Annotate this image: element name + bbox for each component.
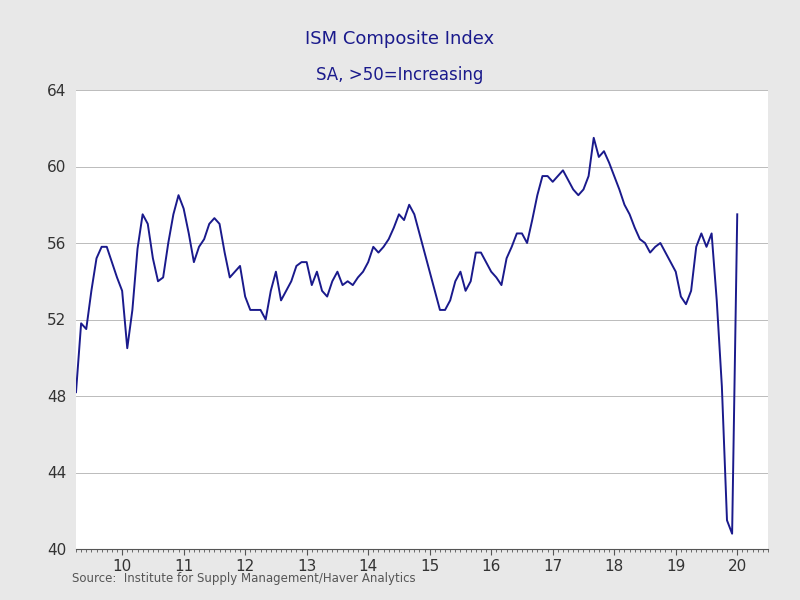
Text: Source:  Institute for Supply Management/Haver Analytics: Source: Institute for Supply Management/… [72, 572, 416, 585]
Text: SA, >50=Increasing: SA, >50=Increasing [316, 66, 484, 84]
Text: ISM Composite Index: ISM Composite Index [306, 30, 494, 48]
